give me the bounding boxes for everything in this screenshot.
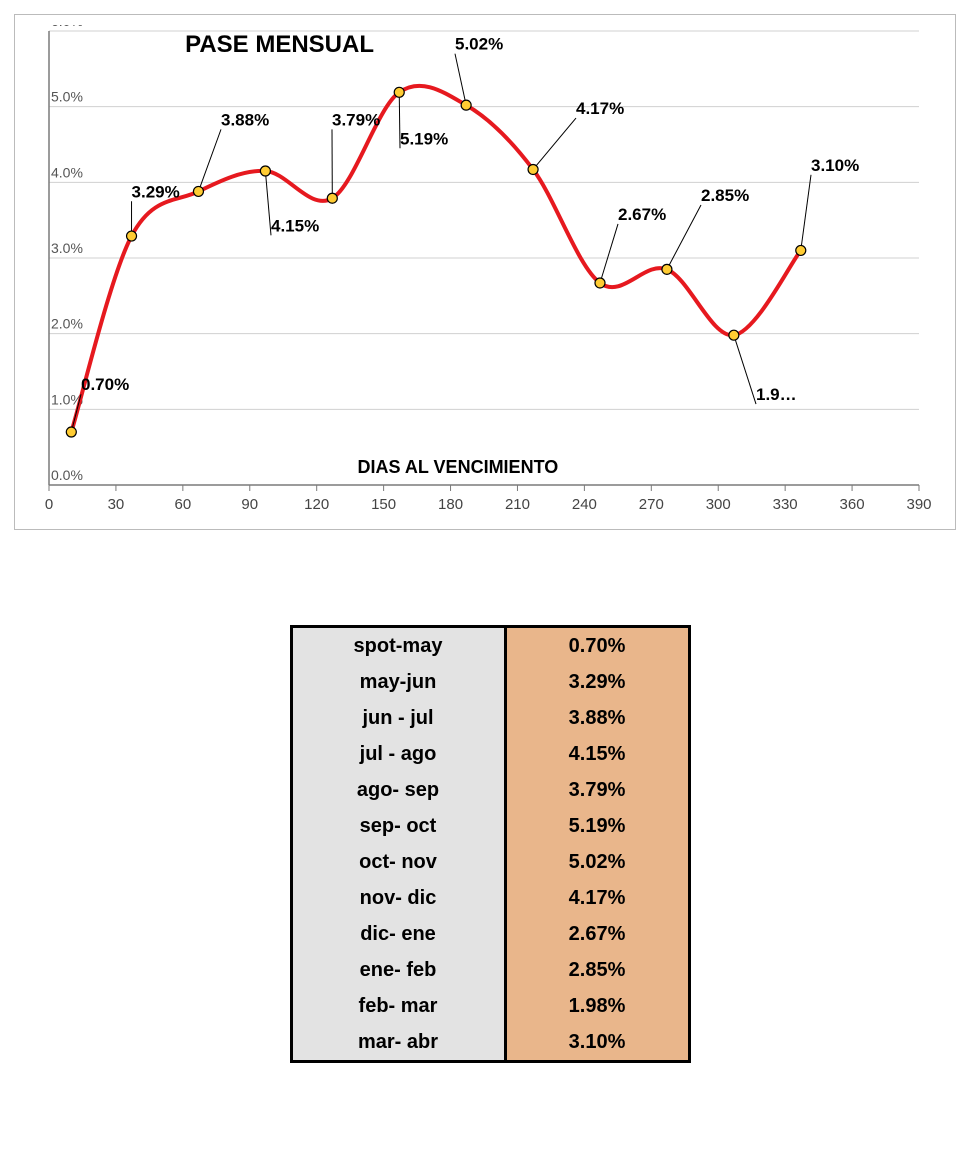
- period-cell: dic- ene: [291, 916, 505, 952]
- period-cell: mar- abr: [291, 1024, 505, 1062]
- value-cell: 1.98%: [505, 988, 689, 1024]
- table-row: jun - jul3.88%: [291, 700, 689, 736]
- svg-text:390: 390: [906, 496, 931, 513]
- svg-text:2.85%: 2.85%: [701, 186, 749, 205]
- value-cell: 3.79%: [505, 772, 689, 808]
- value-cell: 0.70%: [505, 627, 689, 665]
- table-row: sep- oct5.19%: [291, 808, 689, 844]
- svg-text:PASE MENSUAL: PASE MENSUAL: [185, 31, 374, 58]
- table-row: oct- nov5.02%: [291, 844, 689, 880]
- period-cell: ene- feb: [291, 952, 505, 988]
- svg-text:DIAS AL VENCIMIENTO: DIAS AL VENCIMIENTO: [358, 457, 559, 477]
- svg-text:30: 30: [108, 496, 125, 513]
- svg-text:120: 120: [304, 496, 329, 513]
- period-cell: ago- sep: [291, 772, 505, 808]
- value-cell: 4.17%: [505, 880, 689, 916]
- svg-text:90: 90: [241, 496, 258, 513]
- value-cell: 4.15%: [505, 736, 689, 772]
- svg-text:6.0%: 6.0%: [51, 25, 83, 29]
- svg-text:0.70%: 0.70%: [81, 375, 129, 394]
- svg-text:330: 330: [773, 496, 798, 513]
- period-cell: feb- mar: [291, 988, 505, 1024]
- svg-text:3.88%: 3.88%: [221, 110, 269, 129]
- svg-text:5.02%: 5.02%: [455, 35, 503, 54]
- svg-text:4.17%: 4.17%: [576, 99, 624, 118]
- value-cell: 3.29%: [505, 664, 689, 700]
- svg-text:5.0%: 5.0%: [51, 89, 83, 105]
- period-cell: may-jun: [291, 664, 505, 700]
- table-row: spot-may0.70%: [291, 627, 689, 665]
- table-row: dic- ene2.67%: [291, 916, 689, 952]
- svg-text:3.79%: 3.79%: [332, 110, 380, 129]
- svg-text:4.0%: 4.0%: [51, 164, 83, 180]
- value-cell: 2.85%: [505, 952, 689, 988]
- period-cell: nov- dic: [291, 880, 505, 916]
- svg-text:1.9…: 1.9…: [756, 385, 797, 404]
- svg-text:0.0%: 0.0%: [51, 467, 83, 483]
- svg-text:210: 210: [505, 496, 530, 513]
- period-cell: sep- oct: [291, 808, 505, 844]
- svg-text:270: 270: [639, 496, 664, 513]
- pase-mensual-chart: 0.0%1.0%2.0%3.0%4.0%5.0%6.0%030609012015…: [14, 14, 956, 530]
- svg-text:4.15%: 4.15%: [271, 216, 319, 235]
- value-cell: 3.10%: [505, 1024, 689, 1062]
- chart-canvas: 0.0%1.0%2.0%3.0%4.0%5.0%6.0%030609012015…: [21, 25, 931, 525]
- svg-text:3.10%: 3.10%: [811, 156, 859, 175]
- pase-mensual-table: spot-may0.70%may-jun3.29%jun - jul3.88%j…: [290, 625, 691, 1063]
- svg-text:3.0%: 3.0%: [51, 240, 83, 256]
- table-row: jul - ago4.15%: [291, 736, 689, 772]
- svg-text:60: 60: [175, 496, 192, 513]
- value-cell: 5.02%: [505, 844, 689, 880]
- svg-text:2.0%: 2.0%: [51, 316, 83, 332]
- svg-text:180: 180: [438, 496, 463, 513]
- value-cell: 2.67%: [505, 916, 689, 952]
- period-cell: oct- nov: [291, 844, 505, 880]
- period-cell: jun - jul: [291, 700, 505, 736]
- svg-text:3.29%: 3.29%: [132, 182, 180, 201]
- value-cell: 5.19%: [505, 808, 689, 844]
- value-cell: 3.88%: [505, 700, 689, 736]
- table-row: nov- dic4.17%: [291, 880, 689, 916]
- svg-text:0: 0: [45, 496, 53, 513]
- svg-text:360: 360: [840, 496, 865, 513]
- svg-text:300: 300: [706, 496, 731, 513]
- period-cell: jul - ago: [291, 736, 505, 772]
- period-cell: spot-may: [291, 627, 505, 665]
- pase-mensual-table-container: spot-may0.70%may-jun3.29%jun - jul3.88%j…: [0, 625, 980, 1063]
- svg-text:150: 150: [371, 496, 396, 513]
- table-row: may-jun3.29%: [291, 664, 689, 700]
- svg-text:5.19%: 5.19%: [400, 129, 448, 148]
- svg-text:2.67%: 2.67%: [618, 205, 666, 224]
- table-row: mar- abr3.10%: [291, 1024, 689, 1062]
- table-row: ene- feb2.85%: [291, 952, 689, 988]
- table-row: ago- sep3.79%: [291, 772, 689, 808]
- svg-text:240: 240: [572, 496, 597, 513]
- table-row: feb- mar1.98%: [291, 988, 689, 1024]
